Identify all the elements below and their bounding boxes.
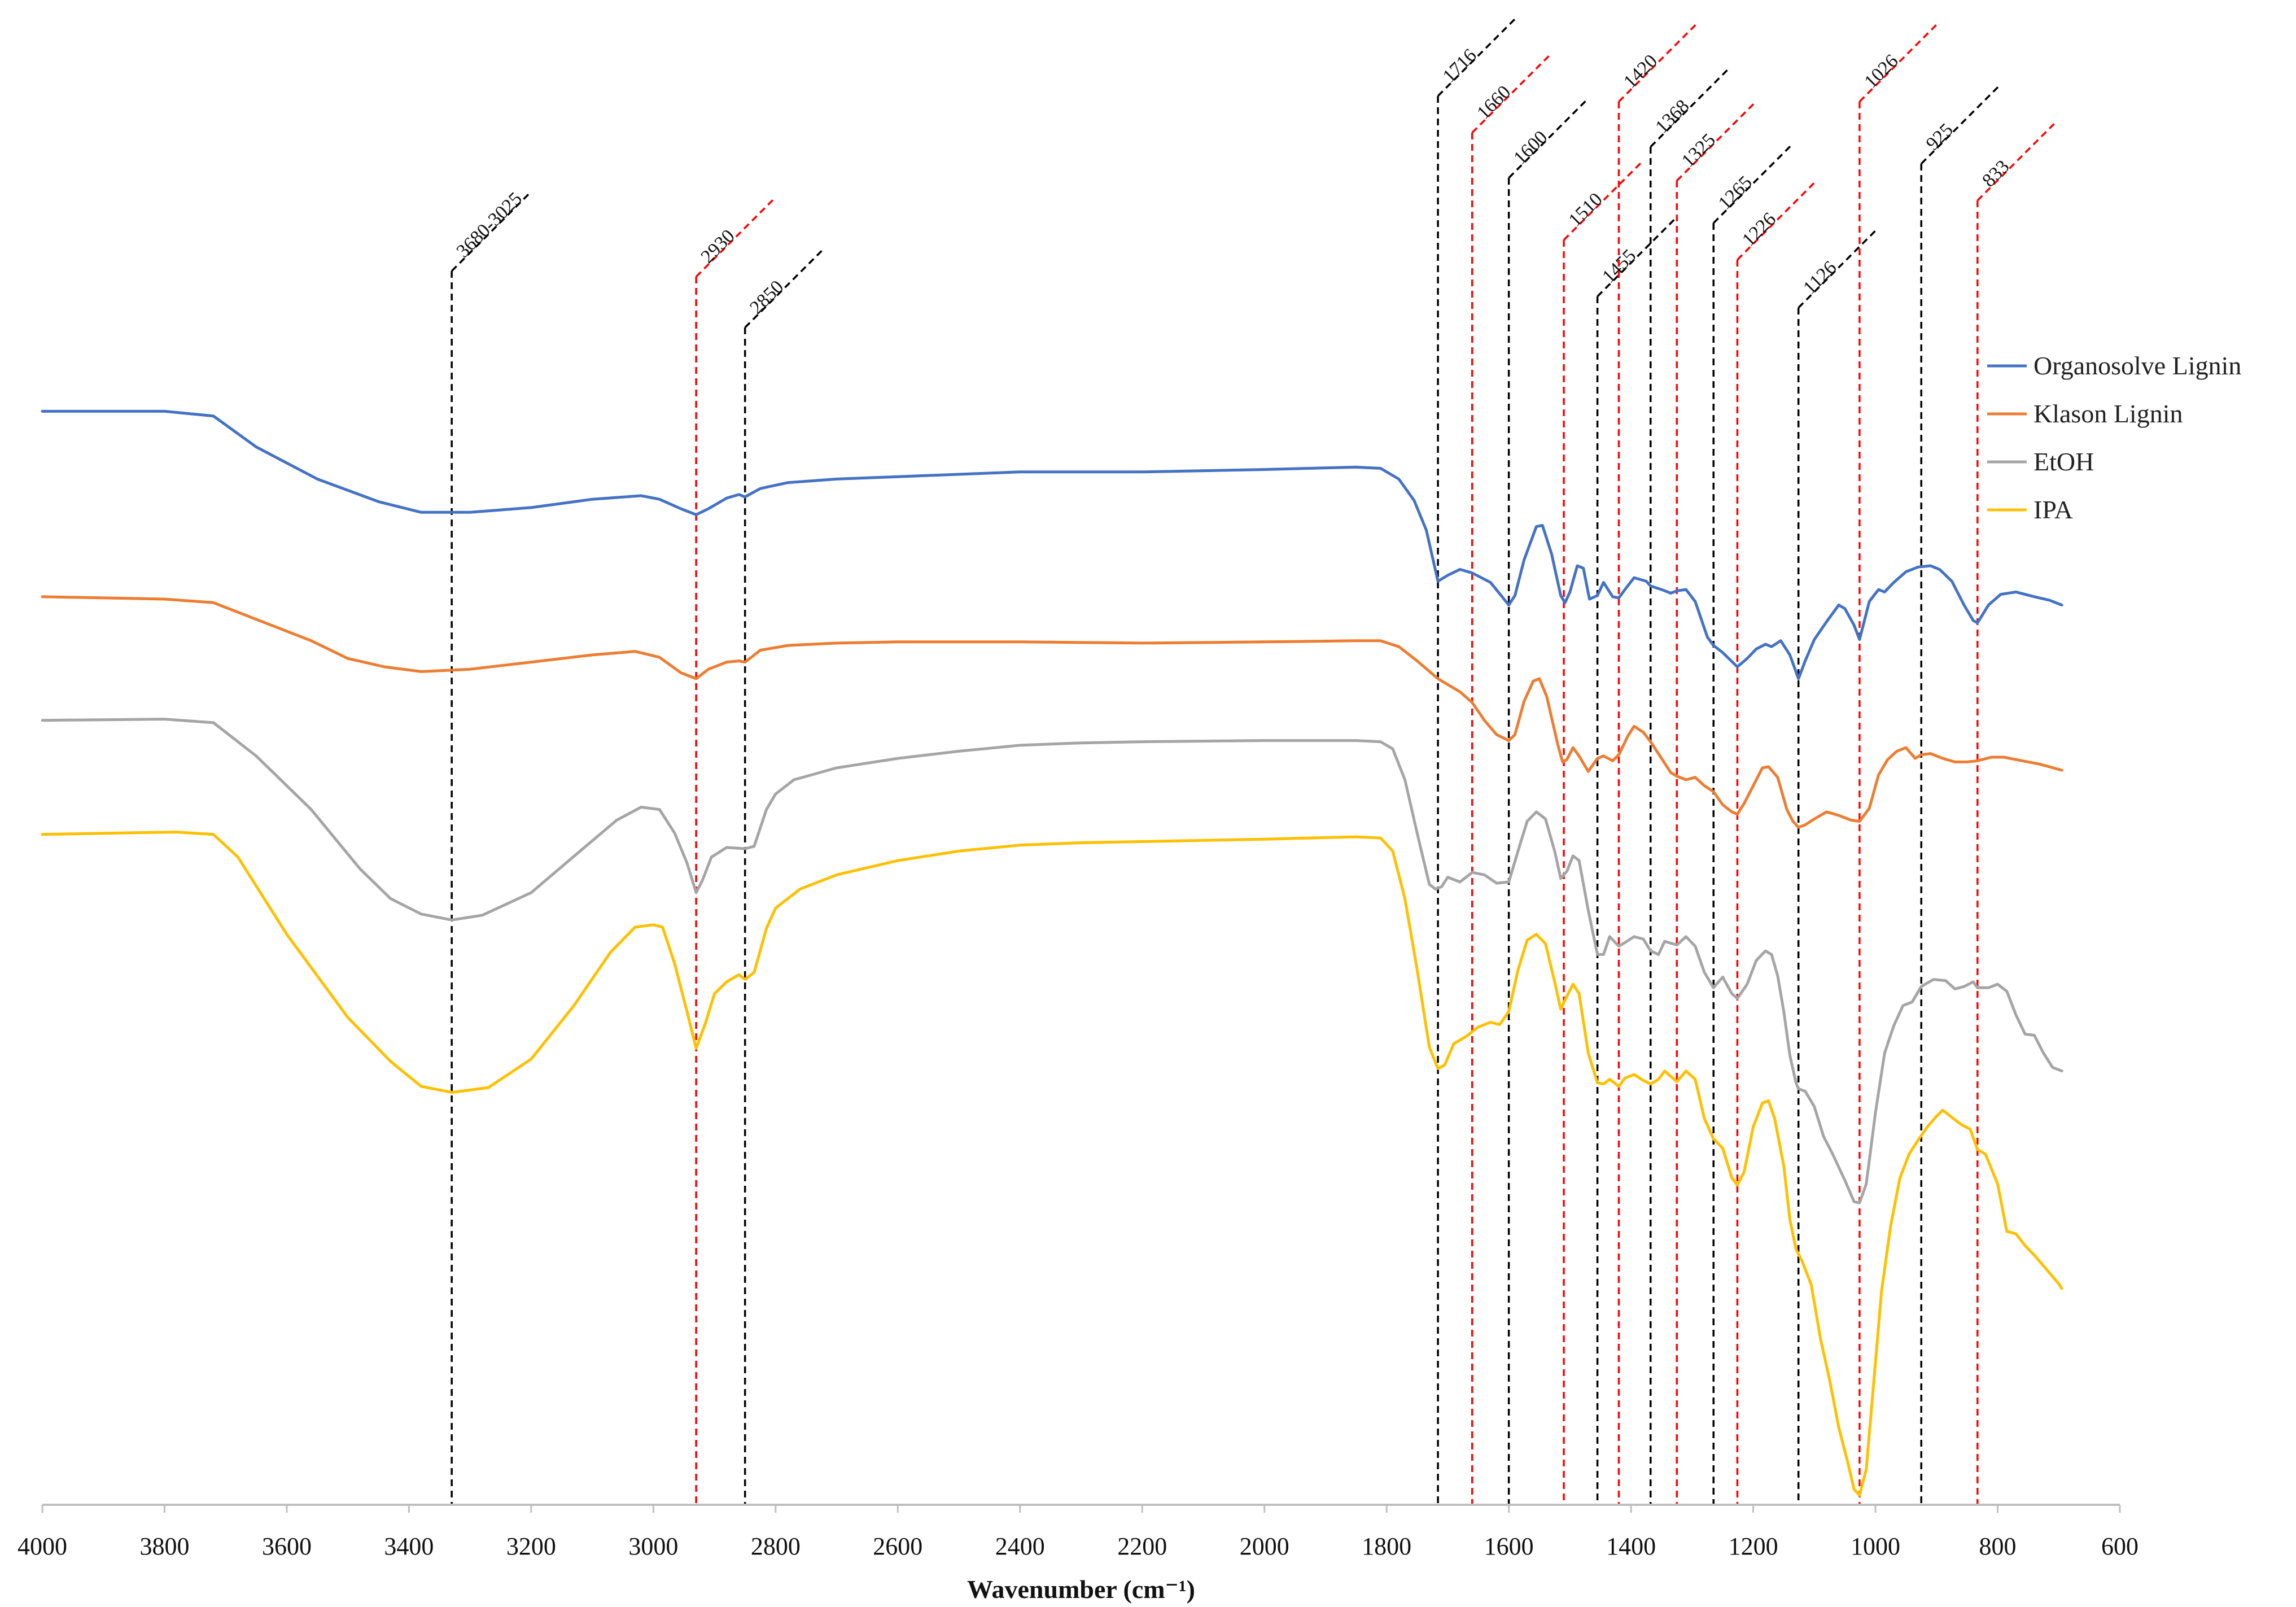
peak-label: 1368 [1651, 95, 1693, 137]
peak-label: 1510 [1565, 189, 1607, 230]
series-line-klason-lignin [41, 595, 2063, 829]
reference-leader [1712, 143, 1794, 224]
peak-label: 1126 [1799, 257, 1840, 298]
reference-leader [451, 191, 532, 272]
reference-leader [695, 196, 776, 278]
series-line-organosolve-lignin [41, 409, 2063, 680]
legend: Organosolve Lignin Klason Lignin EtOH IPA [1987, 351, 2241, 524]
reference-leader [1858, 21, 1940, 103]
peak-label: 1600 [1510, 126, 1551, 168]
x-tick-label: 1800 [1362, 1532, 1411, 1560]
reference-leader [1597, 216, 1677, 298]
reference-leader [1618, 21, 1699, 103]
x-tick-label: 2400 [995, 1532, 1045, 1560]
peak-label: 2930 [697, 225, 739, 267]
legend-label: EtOH [2033, 447, 2094, 476]
reference-leader [1976, 120, 2058, 202]
legend-label: IPA [2033, 495, 2073, 524]
x-tick-label: 1200 [1729, 1532, 1778, 1560]
peak-label: 1325 [1678, 129, 1720, 171]
peak-label: 1226 [1738, 208, 1780, 250]
peak-label: 2850 [746, 276, 788, 318]
x-axis: 4000 3800 3600 3400 3200 3000 2800 2600 2400 2200… [18, 1504, 2138, 1560]
peak-label: 1420 [1620, 50, 1661, 92]
peak-label: 1265 [1715, 172, 1756, 213]
x-tick-label: 3600 [262, 1532, 312, 1560]
reference-leader [1437, 16, 1518, 97]
series-line-etoh [41, 718, 2063, 1204]
series-group [41, 409, 2063, 1497]
x-tick-label: 2200 [1117, 1532, 1167, 1560]
reference-lines: 3680-3025 2930285017161660160015101455142… [451, 16, 2058, 1505]
x-tick-label: 4000 [18, 1532, 67, 1560]
x-tick-label: 1600 [1484, 1532, 1534, 1560]
x-tick-label: 2600 [873, 1532, 922, 1560]
reference-leader [1676, 101, 1757, 182]
x-tick-label: 2800 [751, 1532, 801, 1560]
reference-leader [1508, 98, 1589, 179]
peak-label: 1716 [1439, 45, 1481, 86]
x-tick-label: 2000 [1240, 1532, 1289, 1560]
legend-label: Klason Lignin [2033, 399, 2183, 428]
x-tick-label: 1000 [1851, 1532, 1900, 1560]
peak-label: 833 [1978, 156, 2013, 191]
x-tick-label: 3200 [506, 1532, 556, 1560]
peak-label: 3680-3025 [453, 188, 526, 261]
peak-label: 1026 [1860, 50, 1902, 92]
reference-leader [1471, 53, 1552, 134]
legend-label: Organosolve Lignin [2033, 351, 2241, 380]
x-tick-label: 3400 [384, 1532, 434, 1560]
series-line-ipa [41, 831, 2063, 1497]
x-tick-label: 800 [1979, 1532, 2017, 1560]
peak-label: 925 [1922, 119, 1957, 154]
x-tick-label: 1400 [1606, 1532, 1656, 1560]
reference-leader [1737, 180, 1817, 261]
reference-leader [1798, 228, 1878, 309]
peak-label: 1660 [1473, 81, 1515, 123]
x-tick-label: 3800 [139, 1532, 189, 1560]
reference-leader [1650, 67, 1730, 148]
reference-leader [1563, 160, 1644, 241]
reference-leader [1920, 84, 2001, 165]
x-tick-label: 3000 [628, 1532, 678, 1560]
x-axis-title: Wavenumber (cm⁻¹) [967, 1575, 1195, 1604]
x-tick-label: 600 [2101, 1532, 2138, 1560]
reference-leader [744, 247, 825, 329]
